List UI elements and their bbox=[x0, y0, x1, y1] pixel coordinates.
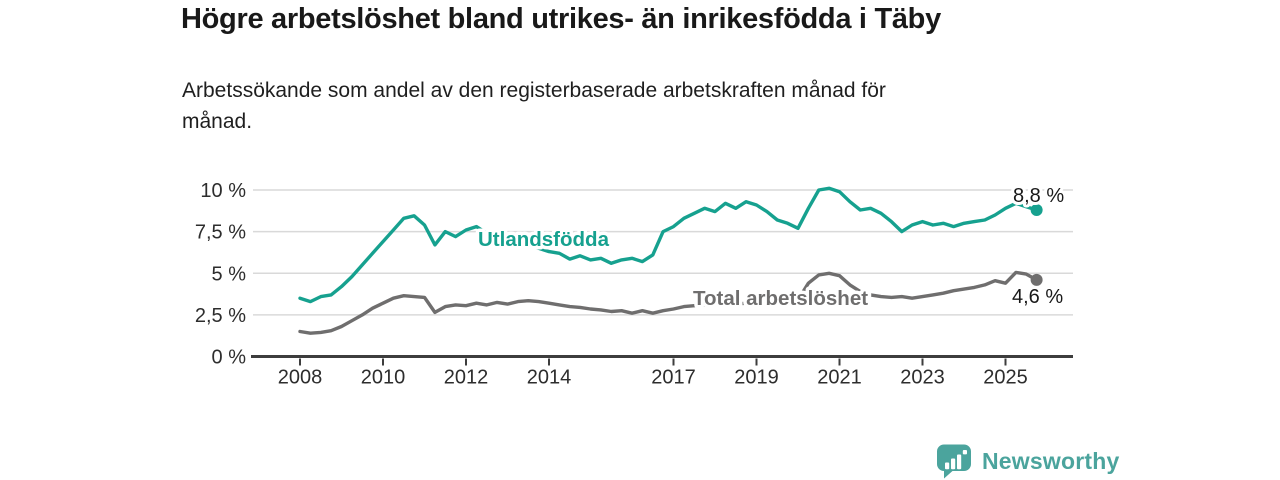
y-tick-label: 7,5 % bbox=[195, 222, 246, 244]
y-tick-label: 0 % bbox=[212, 347, 247, 369]
series-label-total: Total arbetslöshet bbox=[693, 287, 868, 310]
chart-subtitle: Arbetssökande som andel av den registerb… bbox=[182, 75, 886, 137]
x-tick-label: 2019 bbox=[734, 367, 779, 389]
y-tick-label: 10 % bbox=[200, 180, 246, 202]
newsworthy-brand: Newsworthy bbox=[935, 443, 1119, 479]
x-tick-label: 2025 bbox=[983, 367, 1028, 389]
y-tick-label: 5 % bbox=[212, 263, 247, 285]
y-tick-label: 2,5 % bbox=[195, 305, 246, 327]
x-tick-label: 2014 bbox=[527, 367, 572, 389]
newsworthy-wordmark: Newsworthy bbox=[982, 447, 1120, 474]
series-end-dot-utlandsfodda bbox=[1030, 203, 1043, 216]
newsworthy-logo-icon bbox=[937, 444, 971, 479]
x-tick-label: 2021 bbox=[817, 367, 862, 389]
series-label-utlandsfodda: Utlandsfödda bbox=[478, 228, 610, 251]
x-tick-label: 2008 bbox=[278, 367, 323, 389]
subtitle-line-1: Arbetssökande som andel av den registerb… bbox=[182, 79, 886, 102]
subtitle-line-2: månad. bbox=[182, 110, 253, 133]
series-line-total bbox=[298, 270, 1039, 335]
x-tick-label: 2012 bbox=[444, 367, 489, 389]
x-tick-label: 2023 bbox=[900, 367, 945, 389]
series-line-utlandsfodda bbox=[298, 186, 1039, 304]
x-tick-label: 2017 bbox=[651, 367, 696, 389]
x-tick-label: 2010 bbox=[361, 367, 406, 389]
series-end-dot-total bbox=[1030, 273, 1043, 286]
page-title: Högre arbetslöshet bland utrikes- än inr… bbox=[181, 3, 941, 35]
series-end-value-total: 4,6 % bbox=[1012, 286, 1063, 308]
series-end-value-utlandsfodda: 8,8 % bbox=[1013, 185, 1064, 207]
